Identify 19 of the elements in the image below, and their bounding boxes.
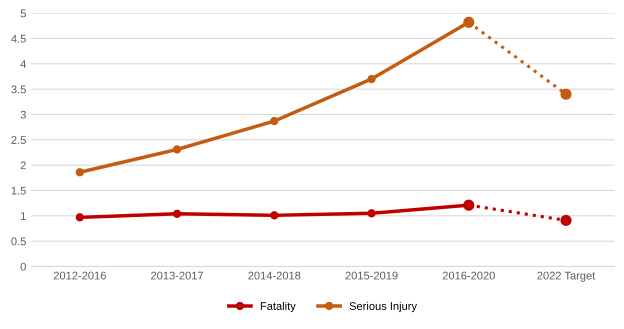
y-tick-label: 3 [20,110,26,119]
y-tick-label: 2.5 [11,136,26,144]
x-tick-label: 2014-2018 [248,272,300,280]
y-tick-label: 4 [20,60,26,68]
y-tick-label: 0 [20,262,26,271]
y-tick-label: 2 [20,161,26,170]
y-tick-label: 1.5 [12,186,26,195]
y-tick-label: 1 [21,212,26,220]
y-tick-label: 0.5 [11,237,26,246]
legend-label: Fatality [260,302,296,312]
y-tick-label: 5 [20,10,26,18]
legend-label: Serious Injury [350,302,417,312]
x-tick-label: 2016-2020 [442,272,495,280]
x-tick-label: 2015-2019 [346,272,398,280]
x-tick-label: 2012-2016 [54,272,106,280]
y-tick-label: 4.5 [11,34,26,43]
x-tick-label: 2013-2017 [151,272,204,280]
x-tick-label: 2022 Target [537,272,596,282]
y-tick-label: 3.5 [11,85,26,94]
